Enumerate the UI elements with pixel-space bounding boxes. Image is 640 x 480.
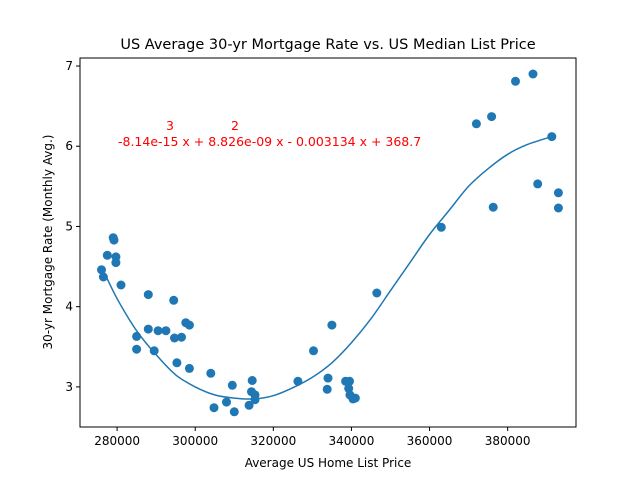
data-point bbox=[436, 222, 446, 232]
data-point bbox=[184, 363, 194, 373]
y-tick-label: 4 bbox=[65, 300, 73, 314]
data-point bbox=[109, 235, 119, 245]
y-tick-label: 3 bbox=[65, 380, 73, 394]
data-point bbox=[222, 397, 231, 407]
data-point bbox=[177, 332, 186, 342]
x-tick-label: 320000 bbox=[250, 434, 296, 448]
y-tick-label: 7 bbox=[65, 59, 73, 73]
data-point bbox=[293, 376, 303, 386]
annotation-superscript-3: 3 bbox=[166, 118, 174, 133]
data-point bbox=[547, 132, 557, 142]
data-point bbox=[209, 403, 219, 413]
x-axis: 280000 300000 320000 340000 360000 380000 bbox=[94, 427, 531, 448]
data-point bbox=[244, 400, 254, 410]
data-point bbox=[206, 368, 216, 378]
data-point bbox=[111, 258, 121, 268]
fit-layer bbox=[100, 135, 553, 400]
fit-equation-annotation: -8.14e-15 x + 8.826e-09 x - 0.003134 x +… bbox=[118, 134, 421, 149]
data-point bbox=[132, 331, 142, 341]
data-point bbox=[487, 112, 497, 122]
data-point bbox=[345, 376, 354, 386]
data-point bbox=[227, 380, 237, 390]
data-point bbox=[172, 358, 182, 368]
data-point bbox=[372, 288, 382, 298]
data-point bbox=[471, 119, 481, 129]
data-point bbox=[250, 395, 260, 405]
data-point bbox=[170, 333, 179, 343]
x-tick-label: 380000 bbox=[485, 434, 531, 448]
y-axis: 3 4 5 6 7 bbox=[65, 59, 80, 394]
data-point bbox=[350, 393, 360, 403]
data-point bbox=[97, 265, 106, 275]
data-point bbox=[143, 324, 153, 334]
data-point bbox=[322, 384, 332, 394]
data-point bbox=[229, 407, 239, 417]
plot-area: 3 2 -8.14e-15 x + 8.826e-09 x - 0.003134… bbox=[97, 69, 563, 417]
plot-frame bbox=[79, 57, 577, 428]
chart-title: US Average 30-yr Mortgage Rate vs. US Me… bbox=[120, 37, 535, 53]
y-tick-label: 5 bbox=[65, 219, 73, 233]
x-tick-label: 280000 bbox=[94, 434, 140, 448]
data-point bbox=[98, 272, 108, 282]
annotation-superscript-2: 2 bbox=[231, 118, 239, 133]
data-point bbox=[511, 76, 520, 86]
fit-curve bbox=[100, 135, 553, 400]
data-point bbox=[247, 376, 257, 385]
y-axis-label: 30-yr Mortgage Rate (Monthly Avg.) bbox=[41, 135, 55, 350]
data-point bbox=[553, 188, 563, 198]
x-axis-label: Average US Home List Price bbox=[245, 456, 412, 470]
data-point bbox=[143, 290, 153, 300]
data-point bbox=[533, 179, 543, 189]
data-point bbox=[116, 280, 126, 290]
data-point bbox=[149, 346, 159, 356]
data-point bbox=[323, 373, 333, 383]
data-point bbox=[132, 344, 142, 354]
data-point bbox=[327, 320, 337, 330]
points-layer bbox=[97, 69, 563, 417]
data-point bbox=[553, 203, 563, 213]
data-point bbox=[153, 326, 163, 336]
y-tick-label: 6 bbox=[65, 139, 73, 153]
data-point bbox=[102, 250, 112, 260]
data-point bbox=[169, 295, 179, 305]
x-tick-label: 360000 bbox=[407, 434, 453, 448]
data-point bbox=[184, 320, 194, 330]
data-point bbox=[528, 69, 538, 79]
x-tick-label: 300000 bbox=[172, 434, 218, 448]
data-point bbox=[488, 202, 498, 212]
data-point bbox=[309, 346, 318, 356]
data-point bbox=[161, 326, 171, 336]
annotation-layer: 3 2 -8.14e-15 x + 8.826e-09 x - 0.003134… bbox=[118, 118, 421, 149]
x-tick-label: 340000 bbox=[329, 434, 375, 448]
